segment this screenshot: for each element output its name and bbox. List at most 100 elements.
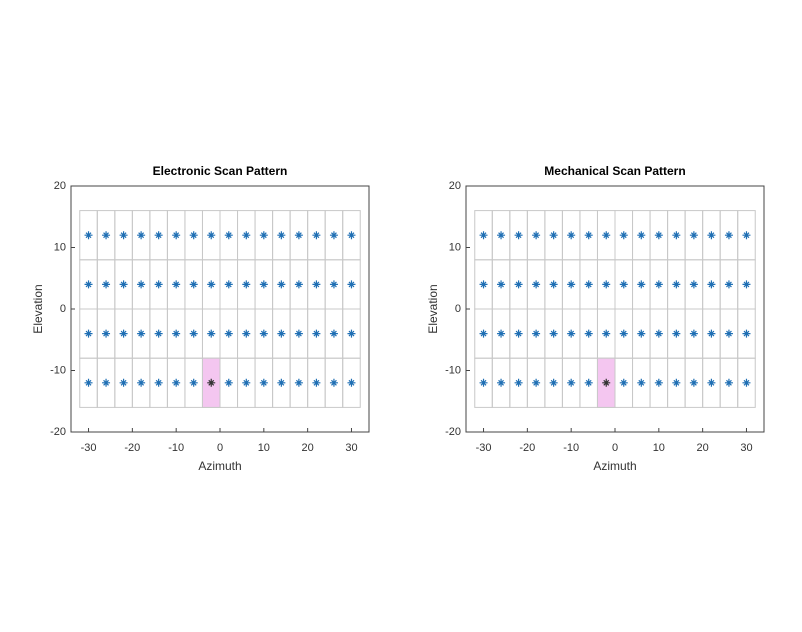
point [742, 280, 751, 289]
chart-title: Electronic Scan Pattern [153, 164, 288, 178]
point [707, 329, 716, 338]
point [742, 378, 751, 387]
point [602, 378, 611, 387]
point [329, 231, 338, 240]
point [584, 378, 593, 387]
y-tick-label: 20 [54, 180, 66, 192]
point [347, 329, 356, 338]
point [172, 378, 181, 387]
point [294, 378, 303, 387]
point [312, 231, 321, 240]
point [347, 231, 356, 240]
point [329, 378, 338, 387]
x-tick-label: 10 [653, 442, 665, 454]
point [479, 231, 488, 240]
point [259, 231, 268, 240]
point [602, 280, 611, 289]
x-axis-label: Azimuth [593, 459, 636, 473]
point [224, 231, 233, 240]
point [137, 231, 146, 240]
point [637, 329, 646, 338]
point [584, 231, 593, 240]
y-tick-label: 10 [449, 241, 461, 253]
point [189, 280, 198, 289]
point [479, 280, 488, 289]
point [119, 329, 128, 338]
point [724, 280, 733, 289]
point [294, 280, 303, 289]
x-tick-label: -10 [563, 442, 579, 454]
point [549, 231, 558, 240]
x-tick-label: -20 [124, 442, 140, 454]
point [619, 280, 628, 289]
point [567, 378, 576, 387]
x-tick-label: -20 [519, 442, 535, 454]
point [102, 329, 111, 338]
point [742, 231, 751, 240]
point [259, 378, 268, 387]
point [549, 280, 558, 289]
point [654, 231, 663, 240]
point [724, 231, 733, 240]
point [514, 329, 523, 338]
point [102, 280, 111, 289]
point [672, 378, 681, 387]
point [84, 231, 93, 240]
point [277, 280, 286, 289]
point [154, 231, 163, 240]
x-tick-label: -10 [168, 442, 184, 454]
point [347, 280, 356, 289]
y-tick-label: 10 [54, 241, 66, 253]
point [654, 280, 663, 289]
x-axis-label: Azimuth [198, 459, 241, 473]
y-axis-label: Elevation [426, 284, 440, 333]
point [312, 280, 321, 289]
point [242, 231, 251, 240]
point [312, 329, 321, 338]
point [689, 378, 698, 387]
point [84, 280, 93, 289]
point [207, 329, 216, 338]
point [602, 231, 611, 240]
point [294, 329, 303, 338]
chart-title: Mechanical Scan Pattern [544, 164, 685, 178]
point [119, 280, 128, 289]
point [224, 329, 233, 338]
y-tick-label: 20 [449, 180, 461, 192]
x-tick-label: 0 [612, 442, 618, 454]
point [259, 329, 268, 338]
y-tick-label: 0 [60, 303, 66, 315]
point [619, 378, 628, 387]
point [189, 378, 198, 387]
point [654, 329, 663, 338]
x-tick-label: 0 [217, 442, 223, 454]
point [207, 280, 216, 289]
point [497, 280, 506, 289]
point [532, 231, 541, 240]
x-tick-label: 30 [740, 442, 752, 454]
point [724, 378, 733, 387]
point [584, 329, 593, 338]
point [514, 231, 523, 240]
point [707, 280, 716, 289]
point [619, 329, 628, 338]
point [532, 280, 541, 289]
point [497, 231, 506, 240]
point [689, 231, 698, 240]
point [294, 231, 303, 240]
point [532, 378, 541, 387]
x-tick-label: 20 [302, 442, 314, 454]
point [497, 378, 506, 387]
point [119, 378, 128, 387]
point [532, 329, 541, 338]
point [224, 280, 233, 289]
point [172, 231, 181, 240]
point [207, 378, 216, 387]
point [277, 231, 286, 240]
point [189, 231, 198, 240]
point [479, 378, 488, 387]
chart: -30 -20 -10 0 10 20 30 -20 -10 0 10 20 Electronic Sc… [31, 164, 370, 473]
point [172, 329, 181, 338]
x-tick-label: 30 [345, 442, 357, 454]
